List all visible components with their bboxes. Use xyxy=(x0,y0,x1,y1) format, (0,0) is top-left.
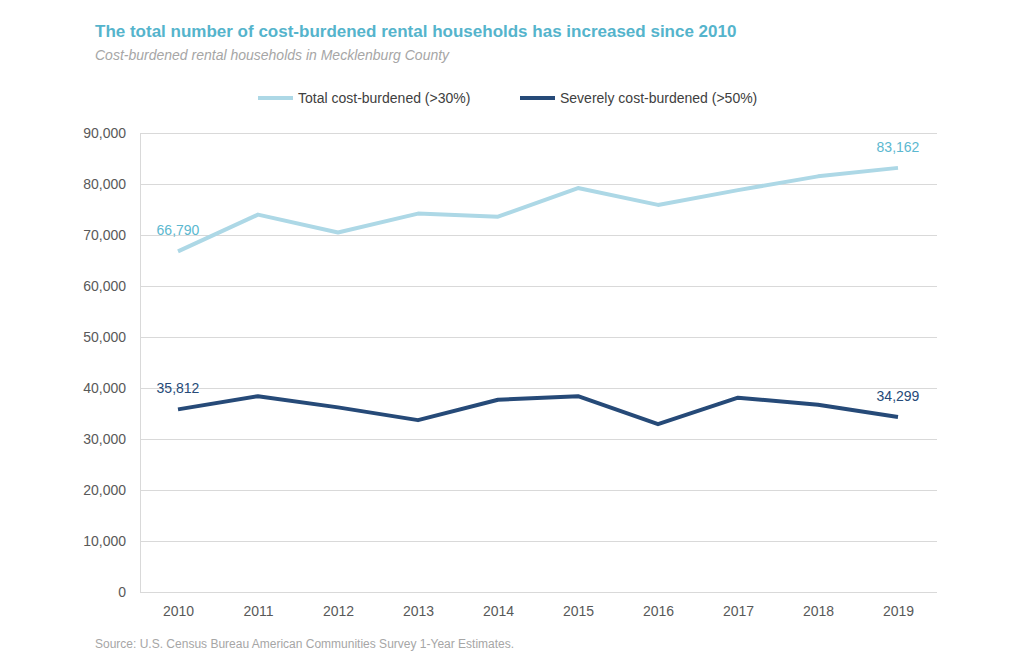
data-label: 35,812 xyxy=(157,380,200,396)
legend-swatch xyxy=(258,96,293,100)
x-tick: 2014 xyxy=(483,592,514,619)
y-tick-label: 0 xyxy=(118,584,126,600)
x-tick-label: 2015 xyxy=(563,603,594,619)
x-axis-line xyxy=(179,592,899,593)
y-tick: 30,000 xyxy=(83,431,937,447)
x-tick: 2015 xyxy=(563,592,594,619)
y-axis-line xyxy=(140,134,141,593)
y-tick: 0 xyxy=(118,584,937,600)
y-tick: 20,000 xyxy=(83,482,937,498)
title: The total number of cost-burdened rental… xyxy=(95,22,736,41)
y-tick-label: 30,000 xyxy=(83,431,126,447)
x-tick: 2011 xyxy=(243,592,273,619)
subtitle: Cost-burdened rental households in Meckl… xyxy=(95,47,450,63)
x-tick-label: 2016 xyxy=(643,603,674,619)
x-tick-label: 2019 xyxy=(883,603,914,619)
y-tick-label: 10,000 xyxy=(83,533,126,549)
grid-line xyxy=(140,541,937,542)
x-tick-label: 2013 xyxy=(403,603,434,619)
x-tick: 2016 xyxy=(643,592,674,619)
y-tick-label: 50,000 xyxy=(83,329,126,345)
grid-line xyxy=(140,286,937,287)
y-axis: 0 10,000 20,000 30,000 40,000 50,000 60,000 70,… xyxy=(83,125,937,600)
grid-line xyxy=(140,235,937,236)
chart: The total number of cost-burdened rental… xyxy=(0,0,1030,667)
x-tick-label: 2014 xyxy=(483,603,514,619)
y-tick-label: 90,000 xyxy=(83,125,126,141)
y-tick-label: 80,000 xyxy=(83,176,126,192)
x-tick: 2018 xyxy=(803,592,834,619)
legend-swatch xyxy=(520,96,555,100)
data-label: 66,790 xyxy=(157,222,200,238)
legend-label: Severely cost-burdened (>50%) xyxy=(560,90,757,106)
y-tick-label: 20,000 xyxy=(83,482,126,498)
y-tick: 40,000 xyxy=(83,380,937,396)
grid-line xyxy=(140,490,937,491)
lines xyxy=(178,168,898,424)
grid-line xyxy=(140,133,937,134)
grid-line xyxy=(140,337,937,338)
y-tick: 10,000 xyxy=(83,533,937,549)
y-tick: 90,000 xyxy=(83,125,937,141)
x-tick: 2019 xyxy=(883,592,914,619)
grid-line xyxy=(140,439,937,440)
source: Source: U.S. Census Bureau American Comm… xyxy=(95,637,514,651)
x-tick-label: 2011 xyxy=(243,603,273,619)
x-tick: 2013 xyxy=(403,592,434,619)
grid-line xyxy=(140,388,937,389)
grid-line xyxy=(140,184,937,185)
x-tick: 2017 xyxy=(723,592,754,619)
x-axis: 2010 2011 2012 2013 2014 2015 2016 2017 2018 2019 xyxy=(163,592,914,619)
x-tick-label: 2010 xyxy=(163,603,194,619)
x-tick-label: 2018 xyxy=(803,603,834,619)
y-tick-label: 60,000 xyxy=(83,278,126,294)
legend-item: Total cost-burdened (>30%) xyxy=(258,90,470,106)
y-tick-label: 70,000 xyxy=(83,227,126,243)
y-tick-label: 40,000 xyxy=(83,380,126,396)
legend-label: Total cost-burdened (>30%) xyxy=(298,90,470,106)
legend-item: Severely cost-burdened (>50%) xyxy=(520,90,757,106)
y-tick: 50,000 xyxy=(83,329,937,345)
x-tick-label: 2012 xyxy=(323,603,354,619)
legend: Total cost-burdened (>30%) Severely cost-… xyxy=(258,90,757,106)
data-labels: 66,790 83,162 35,812 34,299 xyxy=(157,139,920,404)
y-tick: 60,000 xyxy=(83,278,937,294)
x-tick: 2012 xyxy=(323,592,354,619)
series-line xyxy=(178,168,898,251)
x-tick-label: 2017 xyxy=(723,603,754,619)
data-label: 34,299 xyxy=(877,388,920,404)
x-tick: 2010 xyxy=(163,592,194,619)
grid-line xyxy=(140,592,937,593)
data-label: 83,162 xyxy=(877,139,920,155)
series-line xyxy=(178,396,898,424)
